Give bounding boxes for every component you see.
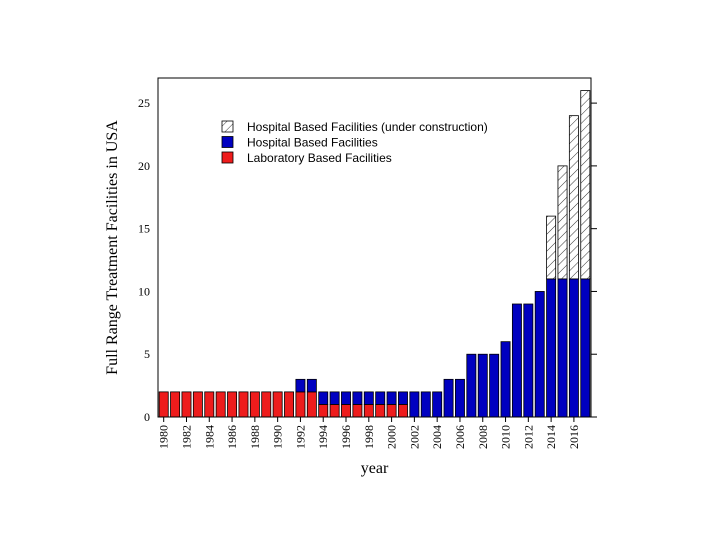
plot-frame xyxy=(157,77,592,418)
bar-hospital-based-facilities-2013 xyxy=(534,291,545,418)
x-tick-label-2002: 2002 xyxy=(407,425,421,449)
bar-laboratory-based-facilities-1989 xyxy=(261,391,272,418)
bar-hospital-based-facilities-2015 xyxy=(557,278,568,418)
bar-hospital-based-facilities-1992 xyxy=(295,378,306,393)
bar-laboratory-based-facilities-1980 xyxy=(158,391,169,418)
bar-hospital-based-facilities-2008 xyxy=(477,353,488,418)
x-tick-label-2006: 2006 xyxy=(453,425,467,449)
bar-hospital-based-facilities-2006 xyxy=(455,378,465,418)
legend-label-laboratory-based-facilities: Laboratory Based Facilities xyxy=(247,151,392,165)
bar-hospital-based-facilities-1995 xyxy=(329,391,340,405)
bar-laboratory-based-facilities-2001 xyxy=(398,404,408,418)
bar-hospital-based-facilities-2016 xyxy=(568,278,579,418)
bar-hospital-based-facilities-1996 xyxy=(341,391,351,405)
x-tick-label-2008: 2008 xyxy=(476,425,490,449)
bar-hospital-based-facilities-2002 xyxy=(409,391,420,418)
bar-hospital-based-facilities-2001 xyxy=(398,391,408,405)
bar-hospital-based-facilities-2017 xyxy=(580,278,591,418)
bar-laboratory-based-facilities-1993 xyxy=(306,391,317,418)
bar-laboratory-based-facilities-1983 xyxy=(192,391,203,418)
x-tick-label-1986: 1986 xyxy=(225,425,239,449)
x-tick-label-1998: 1998 xyxy=(362,425,376,449)
legend-swatch-hospital-based-facilities-under-construction xyxy=(221,120,234,133)
x-tick-label-2004: 2004 xyxy=(430,425,444,449)
bar-hospital-based-facilities-1993 xyxy=(306,378,317,393)
legend-swatch-laboratory-based-facilities xyxy=(221,151,234,164)
bar-hospital-based-facilities-2009 xyxy=(489,353,500,418)
x-tick-label-1988: 1988 xyxy=(248,425,262,449)
bar-hospital-based-facilities-2012 xyxy=(523,303,534,418)
legend: Hospital Based Facilities (under constru… xyxy=(221,120,488,165)
bar-hospital-based-facilities-2000 xyxy=(386,391,397,405)
x-tick-label-2000: 2000 xyxy=(385,425,399,449)
bar-laboratory-based-facilities-1985 xyxy=(215,391,226,418)
bar-hospital-based-facilities-under-construction-2014 xyxy=(546,215,557,280)
bar-hospital-based-facilities-under-construction-2016 xyxy=(568,115,579,280)
x-tick-label-2016: 2016 xyxy=(567,425,581,449)
bar-laboratory-based-facilities-1991 xyxy=(284,391,294,418)
x-tick-label-1982: 1982 xyxy=(179,425,193,449)
bar-laboratory-based-facilities-1996 xyxy=(341,404,351,418)
y-tick-label-25: 25 xyxy=(138,96,150,110)
bar-laboratory-based-facilities-1997 xyxy=(352,404,363,418)
x-tick-label-1984: 1984 xyxy=(202,425,216,449)
bar-hospital-based-facilities-1994 xyxy=(318,391,329,405)
bar-hospital-based-facilities-2005 xyxy=(443,378,454,418)
x-axis-title: year xyxy=(361,460,389,477)
x-tick-label-1994: 1994 xyxy=(316,425,330,449)
y-tick-label-15: 15 xyxy=(138,222,150,236)
x-axis: 1980 1982 1984 1986 1988 1990 1992 1994 1996 1998… xyxy=(157,417,581,449)
bar-hospital-based-facilities-2011 xyxy=(511,303,522,418)
x-tick-label-1980: 1980 xyxy=(157,425,171,449)
bar-laboratory-based-facilities-1998 xyxy=(363,404,374,418)
bar-hospital-based-facilities-1997 xyxy=(352,391,363,405)
bar-hospital-based-facilities-1999 xyxy=(375,391,386,405)
y-tick-label-0: 0 xyxy=(144,410,150,424)
bar-laboratory-based-facilities-1984 xyxy=(204,391,215,418)
legend-label-hospital-based-facilities: Hospital Based Facilities xyxy=(247,136,378,150)
bar-laboratory-based-facilities-1999 xyxy=(375,404,386,418)
y-tick-label-20: 20 xyxy=(138,159,150,173)
bar-hospital-based-facilities-2003 xyxy=(420,391,431,418)
bar-laboratory-based-facilities-1994 xyxy=(318,404,329,418)
x-tick-label-2014: 2014 xyxy=(544,425,558,449)
bar-laboratory-based-facilities-1981 xyxy=(170,391,181,418)
bar-laboratory-based-facilities-1982 xyxy=(181,391,192,418)
bars-layer xyxy=(158,90,591,418)
bar-laboratory-based-facilities-2000 xyxy=(386,404,397,418)
bar-hospital-based-facilities-1998 xyxy=(363,391,374,405)
y-tick-label-10: 10 xyxy=(138,284,150,298)
y-tick-label-5: 5 xyxy=(144,347,150,361)
legend-swatch-hospital-based-facilities xyxy=(221,136,234,148)
bar-laboratory-based-facilities-1986 xyxy=(227,391,238,418)
x-tick-label-2010: 2010 xyxy=(499,425,513,449)
bar-hospital-based-facilities-2010 xyxy=(500,341,511,418)
legend-label-hospital-based-facilities-under-construction: Hospital Based Facilities (under constru… xyxy=(247,120,488,134)
y-axis-title: Full Range Treatment Facilities in USA xyxy=(104,120,121,375)
bar-laboratory-based-facilities-1987 xyxy=(238,391,249,418)
bar-laboratory-based-facilities-1995 xyxy=(329,404,340,418)
bar-laboratory-based-facilities-1990 xyxy=(272,391,283,418)
bar-hospital-based-facilities-under-construction-2015 xyxy=(557,165,568,280)
x-tick-label-1992: 1992 xyxy=(293,425,307,449)
y-axis: 0 5 10 15 20 25 xyxy=(138,96,597,424)
bar-hospital-based-facilities-under-construction-2017 xyxy=(580,90,591,280)
bar-laboratory-based-facilities-1992 xyxy=(295,391,306,418)
x-tick-label-1990: 1990 xyxy=(271,425,285,449)
bar-hospital-based-facilities-2014 xyxy=(546,278,557,418)
x-tick-label-1996: 1996 xyxy=(339,425,353,449)
bar-hospital-based-facilities-2007 xyxy=(466,353,477,418)
x-tick-label-2012: 2012 xyxy=(521,425,535,449)
bar-hospital-based-facilities-2004 xyxy=(432,391,443,418)
bar-laboratory-based-facilities-1988 xyxy=(249,391,260,418)
